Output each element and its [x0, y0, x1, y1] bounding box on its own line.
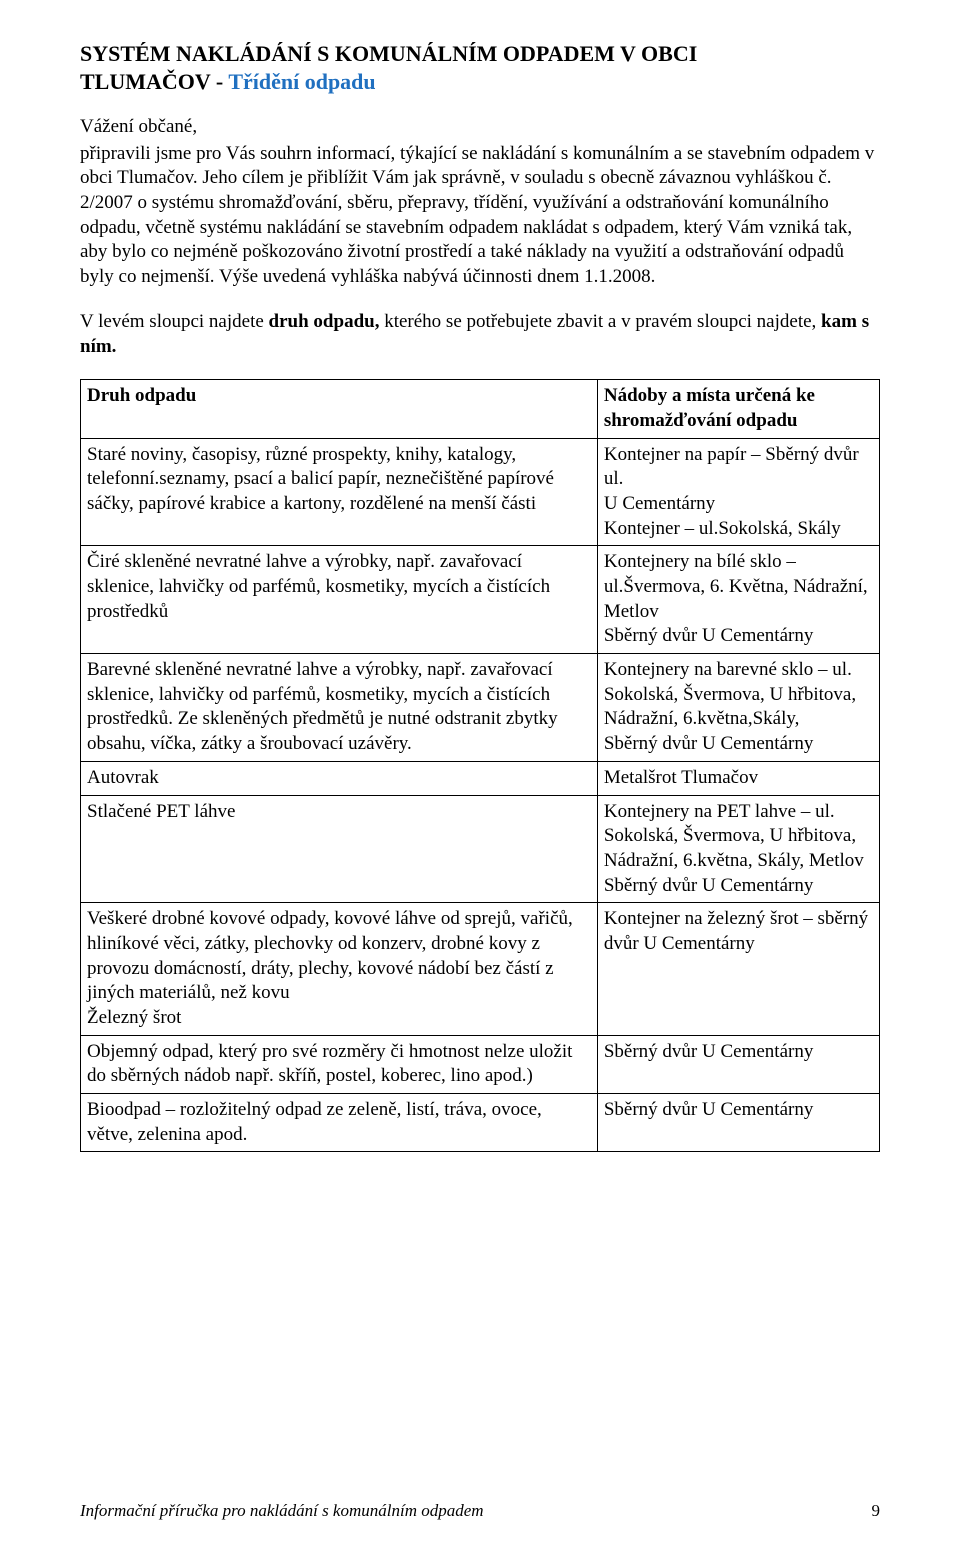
table-row: Stlačené PET láhveKontejnery na PET lahv… — [81, 795, 880, 903]
waste-type-cell: Bioodpad – rozložitelný odpad ze zeleně,… — [81, 1094, 598, 1152]
document-page: SYSTÉM NAKLÁDÁNÍ S KOMUNÁLNÍM ODPADEM V … — [0, 0, 960, 1551]
waste-table: Druh odpadu Nádoby a místa určená ke shr… — [80, 379, 880, 1152]
lead-mid: kterého se potřebujete zbavit a v pravém… — [379, 311, 821, 332]
table-row: Objemný odpad, který pro své rozměry či … — [81, 1035, 880, 1093]
table-row: Bioodpad – rozložitelný odpad ze zeleně,… — [81, 1094, 880, 1152]
table-row: AutovrakMetalšrot Tlumačov — [81, 761, 880, 795]
title-highlight: Třídění odpadu — [228, 69, 375, 94]
waste-type-cell: Stlačené PET láhve — [81, 795, 598, 903]
waste-type-cell: Barevné skleněné nevratné lahve a výrobk… — [81, 654, 598, 762]
waste-type-cell: Objemný odpad, který pro své rozměry či … — [81, 1035, 598, 1093]
lead-pre: V levém sloupci najdete — [80, 311, 269, 332]
footer-text: Informační příručka pro nakládání s komu… — [80, 1501, 484, 1521]
waste-type-cell: Čiré skleněné nevratné lahve a výrobky, … — [81, 546, 598, 654]
salutation: Vážení občané, — [80, 115, 880, 140]
doc-title-line2: TLUMAČOV - Třídění odpadu — [80, 68, 880, 96]
title-prefix: TLUMAČOV - — [80, 69, 228, 94]
waste-location-cell: Kontejner na železný šrot – sběrný dvůr … — [597, 903, 879, 1035]
waste-type-cell: Autovrak — [81, 761, 598, 795]
waste-location-cell: Sběrný dvůr U Cementárny — [597, 1094, 879, 1152]
page-number: 9 — [872, 1501, 881, 1521]
table-header-row: Druh odpadu Nádoby a místa určená ke shr… — [81, 380, 880, 438]
table-row: Barevné skleněné nevratné lahve a výrobk… — [81, 654, 880, 762]
intro-paragraph: připravili jsme pro Vás souhrn informací… — [80, 142, 880, 290]
waste-location-cell: Kontejnery na PET lahve – ul. Sokolská, … — [597, 795, 879, 903]
waste-type-cell: Staré noviny, časopisy, různé prospekty,… — [81, 438, 598, 546]
waste-location-cell: Metalšrot Tlumačov — [597, 761, 879, 795]
col-header-left: Druh odpadu — [81, 380, 598, 438]
waste-location-cell: Kontejnery na barevné sklo – ul. Sokolsk… — [597, 654, 879, 762]
waste-location-cell: Kontejnery na bílé sklo – ul.Švermova, 6… — [597, 546, 879, 654]
col-header-right: Nádoby a místa určená ke shromažďování o… — [597, 380, 879, 438]
doc-title-line1: SYSTÉM NAKLÁDÁNÍ S KOMUNÁLNÍM ODPADEM V … — [80, 40, 880, 68]
table-row: Staré noviny, časopisy, různé prospekty,… — [81, 438, 880, 546]
waste-location-cell: Kontejner na papír – Sběrný dvůr ul. U C… — [597, 438, 879, 546]
page-footer: Informační příručka pro nakládání s komu… — [80, 1501, 880, 1521]
waste-type-cell: Veškeré drobné kovové odpady, kovové láh… — [81, 903, 598, 1035]
lead-bold1: druh odpadu, — [269, 311, 380, 332]
table-row: Čiré skleněné nevratné lahve a výrobky, … — [81, 546, 880, 654]
waste-location-cell: Sběrný dvůr U Cementárny — [597, 1035, 879, 1093]
table-row: Veškeré drobné kovové odpady, kovové láh… — [81, 903, 880, 1035]
lead-sentence: V levém sloupci najdete druh odpadu, kte… — [80, 310, 880, 359]
